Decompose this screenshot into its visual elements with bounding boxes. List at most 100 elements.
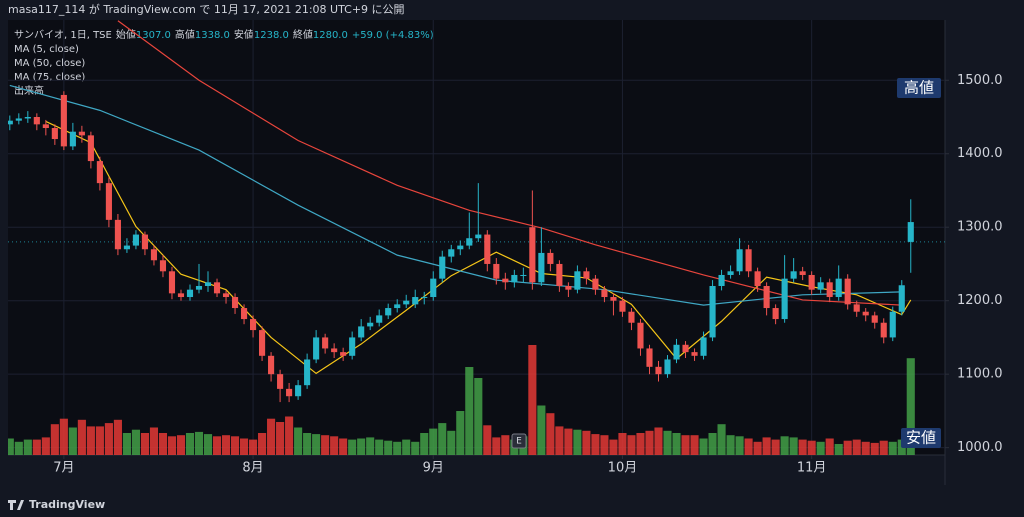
candle-body: [466, 238, 473, 246]
candle-body: [195, 285, 203, 290]
candle-body: [430, 278, 437, 298]
candle-body: [222, 293, 230, 298]
volume-bar: [438, 423, 447, 455]
x-tick-label: 10月: [608, 461, 638, 476]
price-tag: 安値: [901, 428, 941, 448]
candle-body: [448, 249, 455, 257]
candle-body: [240, 308, 248, 320]
candle-body: [60, 94, 67, 147]
candle-body: [601, 289, 608, 298]
price-tag-label: 安値: [906, 429, 936, 447]
volume-bar: [321, 435, 330, 455]
candle-body: [727, 271, 734, 275]
volume-bar: [140, 433, 150, 455]
legend: サンバイオ, 1日, TSE 始値1307.0 高値1338.0 安値1238.0 終値…: [14, 28, 434, 97]
legend-ohlc-label: 高値: [175, 28, 195, 41]
candle-body: [484, 234, 491, 264]
candle-body: [439, 256, 446, 279]
legend-change: +59.0 (+4.83%): [352, 30, 434, 41]
y-tick-label: 1000.0: [957, 440, 1003, 455]
candle-body: [259, 330, 266, 356]
y-tick-label: 1300.0: [957, 220, 1003, 235]
volume-bar: [149, 427, 159, 455]
volume-bar: [32, 439, 41, 455]
volume-bar: [807, 440, 816, 455]
volume-bar: [393, 441, 402, 455]
y-tick-label: 1100.0: [957, 367, 1003, 382]
volume-bar: [14, 441, 23, 455]
candle-body: [637, 322, 644, 349]
volume-bar: [681, 435, 690, 455]
volume-bar: [780, 436, 789, 455]
volume-bar: [735, 436, 744, 455]
candle-body: [628, 311, 635, 323]
volume-bar: [591, 434, 600, 455]
volume-bar: [194, 431, 204, 455]
volume-bar: [294, 427, 303, 455]
legend-ohlc-label: 安値: [234, 28, 254, 41]
candle-body: [511, 274, 518, 283]
legend-ohlc-value: 1280.0: [313, 30, 348, 41]
candle-body: [394, 304, 401, 309]
candle-body: [33, 116, 40, 125]
volume-bar: [276, 422, 285, 455]
volume-bar: [77, 419, 86, 455]
candle-body: [619, 300, 626, 312]
candle-body: [592, 278, 599, 290]
volume-bar: [212, 436, 222, 455]
candle-body: [159, 260, 167, 272]
candle-body: [880, 322, 887, 338]
volume-bar: [465, 367, 474, 455]
volume-bar: [375, 439, 384, 455]
volume-bar: [726, 435, 735, 455]
candle-body: [313, 337, 320, 360]
candle-body: [249, 319, 257, 331]
candle-body: [898, 285, 905, 312]
volume-bar: [59, 418, 68, 455]
candle-body: [186, 289, 194, 298]
volume-bar: [176, 435, 186, 455]
volume: [8, 345, 915, 455]
x-tick-label: 11月: [797, 461, 827, 476]
candle-body: [340, 352, 347, 356]
volume-bar: [330, 436, 339, 455]
volume-bar: [879, 440, 888, 455]
volume-bar: [564, 428, 573, 455]
volume-bar: [167, 436, 177, 455]
volume-bar: [888, 441, 897, 455]
candle-body: [763, 285, 770, 309]
volume-bar: [717, 424, 726, 455]
candle-body: [168, 271, 176, 294]
volume-bar: [267, 418, 276, 455]
candle-body: [835, 278, 842, 298]
candle-body: [322, 337, 329, 349]
footer-logo: TradingView: [8, 498, 105, 511]
price-tag-box: [901, 428, 941, 448]
candle-body: [547, 252, 554, 264]
candle-body: [907, 222, 914, 242]
y-tick-label: 1500.0: [957, 73, 1003, 88]
legend-ohlc-value: 1238.0: [254, 30, 289, 41]
candle-body: [42, 124, 49, 129]
volume-bar: [339, 438, 348, 455]
candle-body: [673, 344, 680, 360]
candle-body: [493, 263, 500, 279]
candle-body: [520, 274, 527, 276]
volume-bar: [483, 425, 492, 455]
candle-body: [141, 234, 149, 250]
candle-body: [15, 118, 22, 121]
volume-bar: [690, 435, 699, 455]
volume-bar: [825, 438, 834, 455]
volume-bar: [221, 435, 231, 455]
candle-body: [51, 128, 58, 140]
candle-body: [331, 348, 338, 353]
price-tag-label: 高値: [904, 79, 934, 97]
candle-body: [889, 311, 896, 338]
volume-bar: [870, 442, 879, 455]
candle-body: [96, 161, 103, 184]
candle-body: [304, 359, 311, 386]
legend-ohlc-label: 始値: [116, 28, 136, 41]
candle-body: [754, 271, 761, 286]
y-tick-label: 1200.0: [957, 293, 1003, 308]
volume-bar: [816, 441, 825, 455]
